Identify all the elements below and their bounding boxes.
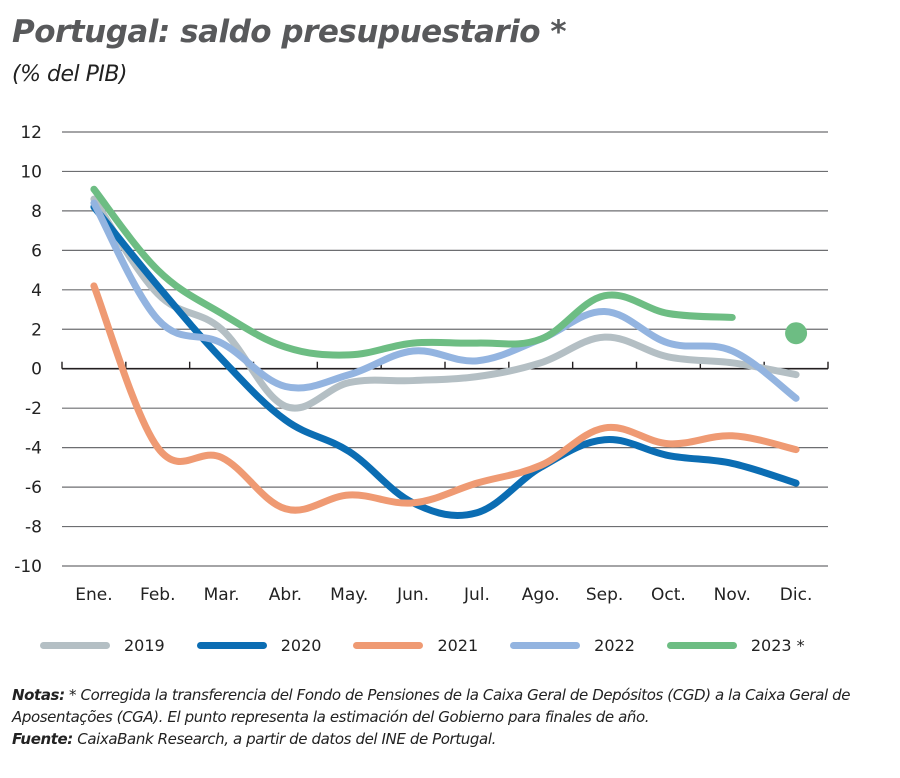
legend-label: 2019 [124, 636, 165, 655]
series-line-2019 [90, 195, 800, 412]
source-label: Fuente: [12, 730, 73, 748]
y-tick-label: -8 [25, 518, 42, 538]
y-tick-label: -10 [14, 557, 42, 577]
notes: Notas: * Corregida la transferencia del … [12, 684, 892, 750]
x-tick-label: Jul. [463, 585, 490, 605]
legend-swatch [666, 642, 737, 649]
x-tick-label: Ene. [75, 585, 112, 605]
y-tick-label: -2 [25, 399, 42, 419]
y-tick-label: 0 [31, 360, 42, 380]
x-tick-label: Mar. [204, 585, 240, 605]
y-tick-label: 4 [31, 281, 42, 301]
legend: 2019 2020 2021 2022 2023 * [40, 636, 837, 655]
legend-swatch [510, 642, 581, 649]
y-tick-label: 6 [31, 241, 42, 261]
source-paragraph: Fuente: CaixaBank Research, a partir de … [12, 728, 892, 750]
x-tick-label: Jun. [396, 585, 429, 605]
legend-label: 2022 [594, 636, 635, 655]
x-tick-label: Sep. [586, 585, 623, 605]
legend-label: 2021 [437, 636, 479, 655]
notes-paragraph: Notas: * Corregida la transferencia del … [12, 684, 892, 728]
series-lines [90, 185, 800, 519]
y-tick-label: -6 [25, 478, 42, 498]
x-axis-tick-labels: Ene. Feb. Mar. Abr. May. Jun. Jul. Ago. Sep. Oct.… [75, 585, 812, 605]
legend-label: 2023 * [750, 636, 805, 655]
legend-item: 2020 [196, 636, 322, 655]
y-tick-label: -4 [25, 439, 42, 459]
estimate-point [785, 322, 808, 345]
y-axis-tick-labels: 12 10 8 6 4 2 0 -2 -4 -6 -8 -10 [14, 123, 42, 577]
y-tick-label: 2 [31, 320, 42, 340]
x-tick-label: Oct. [651, 585, 686, 605]
x-tick-label: Dic. [780, 585, 813, 605]
legend-item: 2022 [510, 636, 635, 655]
source-text: CaixaBank Research, a partir de datos de… [72, 730, 496, 748]
series-line-2022 [90, 199, 800, 402]
legend-item: 2021 [353, 636, 478, 655]
series-line-2021 [90, 282, 800, 514]
chart-subtitle: (% del PIB) [12, 62, 128, 87]
chart-title: Portugal: saldo presupuestario * [12, 14, 567, 50]
y-tick-label: 12 [20, 123, 42, 143]
x-tick-label: May. [330, 585, 368, 605]
annotations [785, 322, 808, 345]
notes-label: Notas: [12, 686, 65, 704]
y-tick-label: 8 [31, 202, 42, 222]
x-tick-label: Ago. [522, 585, 560, 605]
line-chart: 12 10 8 6 4 2 0 -2 -4 -6 -8 -10 Ene. Feb. Mar. Abr. May… [14, 123, 829, 605]
legend-swatch [40, 642, 110, 649]
legend-swatch [196, 642, 267, 649]
y-tick-label: 10 [20, 162, 42, 182]
legend-label: 2020 [280, 636, 322, 655]
legend-item: 2019 [40, 636, 165, 655]
gridlines [62, 131, 828, 567]
series-line-2023 [90, 185, 736, 359]
notes-text: * Corregida la transferencia del Fondo d… [12, 686, 851, 726]
x-tick-label: Feb. [140, 585, 176, 605]
x-tick-label: Abr. [269, 585, 302, 605]
legend-item: 2023 * [666, 636, 805, 655]
legend-swatch [353, 642, 424, 649]
x-tick-label: Nov. [714, 585, 751, 605]
